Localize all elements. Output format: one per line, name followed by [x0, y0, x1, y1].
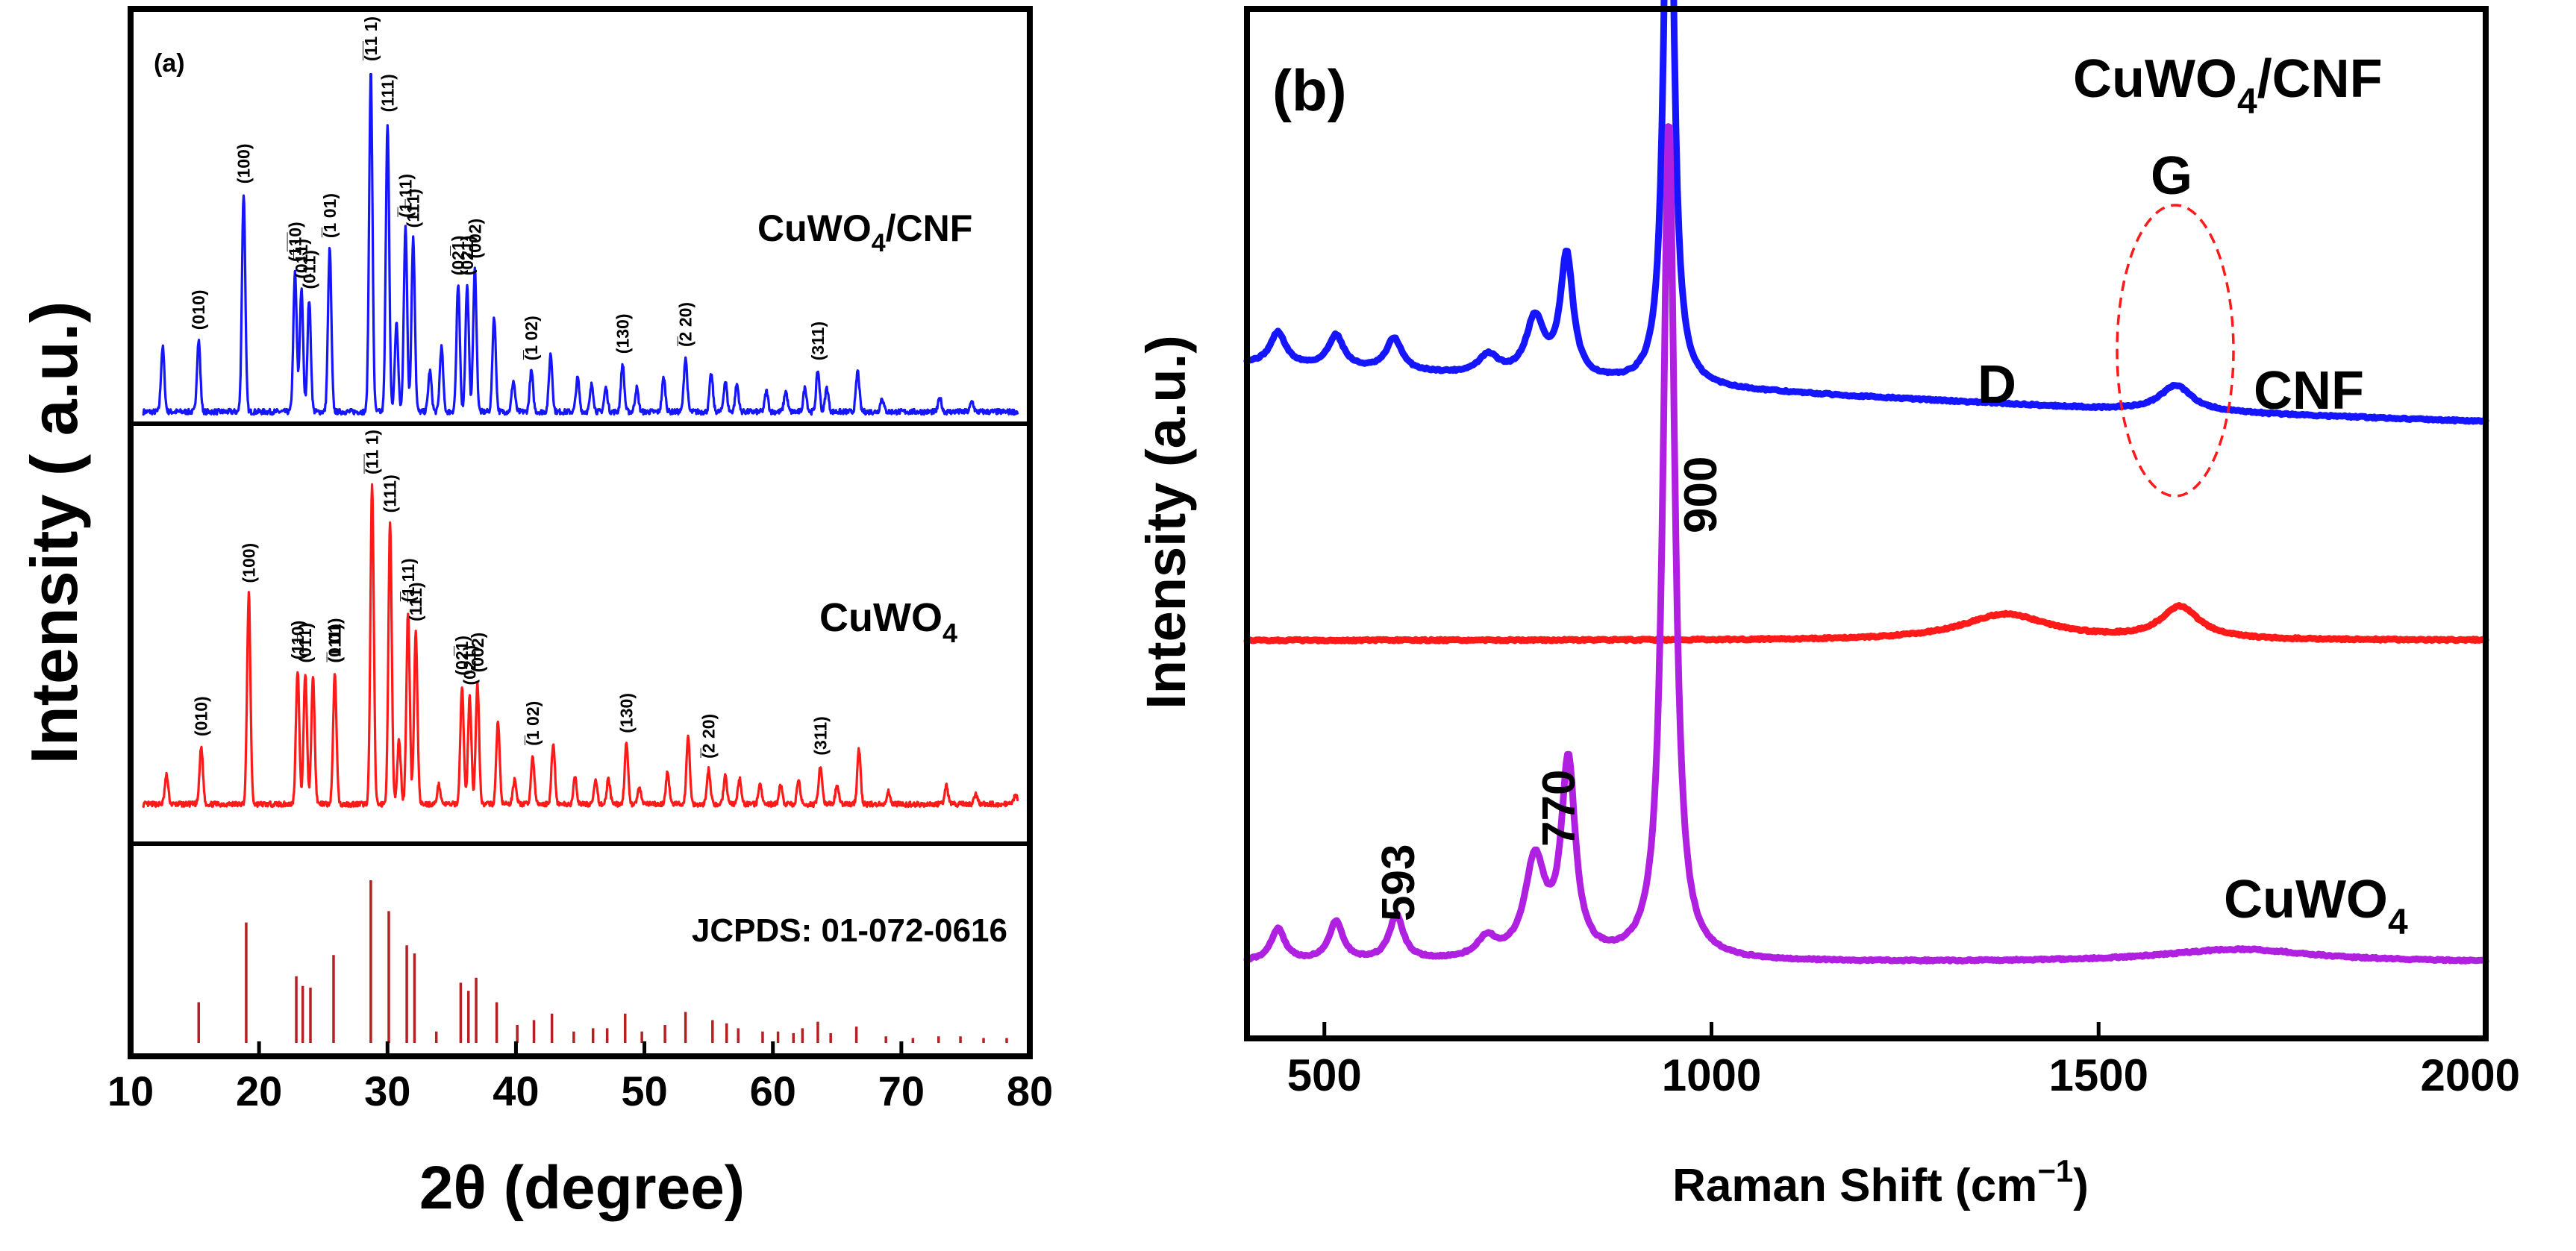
x-tick-label: 1500 — [2049, 1050, 2148, 1100]
reference-label: JCPDS: 01-072-0616 — [692, 912, 1007, 949]
xrd-composite-series — [142, 72, 1019, 416]
hkl-label: (021) — [460, 645, 480, 686]
panel-a-y-axis-label: Intensity ( a.u.) — [17, 301, 91, 765]
hkl-label: (01̅1) — [296, 623, 315, 663]
x-tick-label: 60 — [750, 1067, 796, 1114]
x-tick-label: 2000 — [2421, 1050, 2520, 1100]
hkl-label: (110) — [288, 621, 307, 659]
hkl-label: (̅1̅1 1) — [363, 430, 382, 474]
series-label-cuwo4-a: CuWO4 — [819, 595, 957, 648]
panel-a: (010)(100)(1̅1̅0)(01̅1)(011)(̅1 01)(̅1̅1… — [17, 6, 1053, 1222]
peak-label-900: 900 — [1675, 457, 1727, 533]
band-label-g: G — [2151, 146, 2192, 206]
x-tick-label: 80 — [1007, 1067, 1053, 1114]
peak-label-770: 770 — [1534, 770, 1585, 847]
hkl-labels-cuwo4: (010) (100) (110)(01̅1) (011)(̅1 01) (̅1̅1 1… — [192, 430, 831, 759]
hkl-label: (̅1̅1 1) — [361, 16, 381, 61]
raman-cnf-line — [1243, 602, 2489, 645]
hkl-label: (011) — [325, 624, 345, 662]
panel-b-label: (b) — [1272, 57, 1347, 123]
hkl-label: (01̅1) — [292, 239, 311, 279]
x-tick-label: 1000 — [1662, 1050, 1761, 1100]
band-label-d: D — [1978, 355, 2016, 415]
series-label-cuwo4-b: CuWO4 — [2224, 870, 2408, 942]
panel-a-x-axis-label: 2θ (degree) — [419, 1154, 745, 1222]
panel-b-y-axis-label: Intensity (a.u.) — [1135, 335, 1197, 709]
x-tick-label: 20 — [236, 1067, 282, 1114]
panel-a-frame — [128, 6, 1033, 1059]
hkl-label: (11̅1) — [404, 189, 423, 228]
raman-composite-line — [1243, 0, 2489, 425]
series-label-cnf-b: CNF — [2254, 361, 2364, 421]
hkl-label: (̅2 20) — [676, 302, 695, 347]
x-tick-label: 30 — [364, 1067, 410, 1114]
hkl-label: (̅1 02) — [522, 316, 541, 360]
x-tick-label: 50 — [621, 1067, 667, 1114]
hkl-label: (02̅1) — [452, 636, 472, 676]
hkl-label: (311) — [810, 716, 830, 755]
panel-b-x-ticks: 500 1000 1500 2000 — [1287, 1022, 2520, 1100]
x-tick-label: 40 — [493, 1067, 539, 1114]
hkl-label: (111) — [381, 474, 400, 512]
hkl-label: (02̅1) — [448, 236, 468, 276]
xrd-cuwo4-series — [142, 483, 1019, 808]
hkl-label: (̅1 11) — [396, 174, 415, 218]
hkl-labels-composite: (010) (100) (1̅1̅0)(01̅1)(011)(̅1 01) (̅1̅1… — [189, 16, 828, 360]
hkl-label: (100) — [234, 143, 254, 184]
hkl-label: (1̅1̅0) — [285, 222, 304, 262]
panel-a-label: (a) — [154, 49, 185, 78]
panel-b-frame — [1244, 6, 2489, 1041]
x-tick-label: 500 — [1287, 1050, 1362, 1100]
hkl-label: (002) — [468, 633, 487, 673]
hkl-label: (130) — [617, 693, 637, 733]
hkl-label: (130) — [613, 313, 632, 354]
x-tick-label: 70 — [878, 1067, 925, 1114]
hkl-label: (100) — [239, 543, 258, 583]
hkl-label: (̅1 11) — [398, 558, 418, 602]
hkl-label: (̅1 01) — [325, 618, 345, 662]
xrd-composite-line — [142, 72, 1019, 416]
jcpds-reference-series — [197, 880, 1008, 1043]
hkl-label: (111) — [378, 74, 397, 112]
raman-cuwo4-line — [1243, 123, 2489, 965]
peak-label-593: 593 — [1373, 844, 1425, 921]
hkl-label: (̅1 01) — [320, 193, 340, 238]
panel-a-x-ticks: 10 20 30 40 50 60 70 80 — [107, 1041, 1053, 1114]
hkl-label: (311) — [808, 322, 828, 360]
raman-series — [1243, 0, 2489, 965]
series-label-composite-a: CuWO4/CNF — [757, 207, 972, 257]
hkl-label: (002) — [465, 219, 484, 259]
hkl-label: (11̅1) — [406, 582, 425, 621]
panel-b-x-axis-label: Raman Shift (cm−1) — [1672, 1153, 2089, 1211]
hkl-label: (̅1 02) — [523, 701, 543, 746]
hkl-label: (011) — [299, 250, 319, 289]
hkl-label: (̅2 20) — [699, 714, 719, 759]
series-label-composite-b: CuWO4/CNF — [2073, 49, 2383, 122]
hkl-label: (021) — [457, 236, 477, 276]
g-band-highlight-ellipse — [2116, 204, 2235, 498]
panel-b: 500 1000 1500 2000 (b) CuWO4/CNF CNF CuWO4 … — [1135, 0, 2520, 1211]
hkl-label: (010) — [189, 289, 208, 330]
hkl-label: (010) — [192, 696, 211, 736]
x-tick-label: 10 — [107, 1067, 154, 1114]
xrd-cuwo4-line — [142, 483, 1019, 808]
